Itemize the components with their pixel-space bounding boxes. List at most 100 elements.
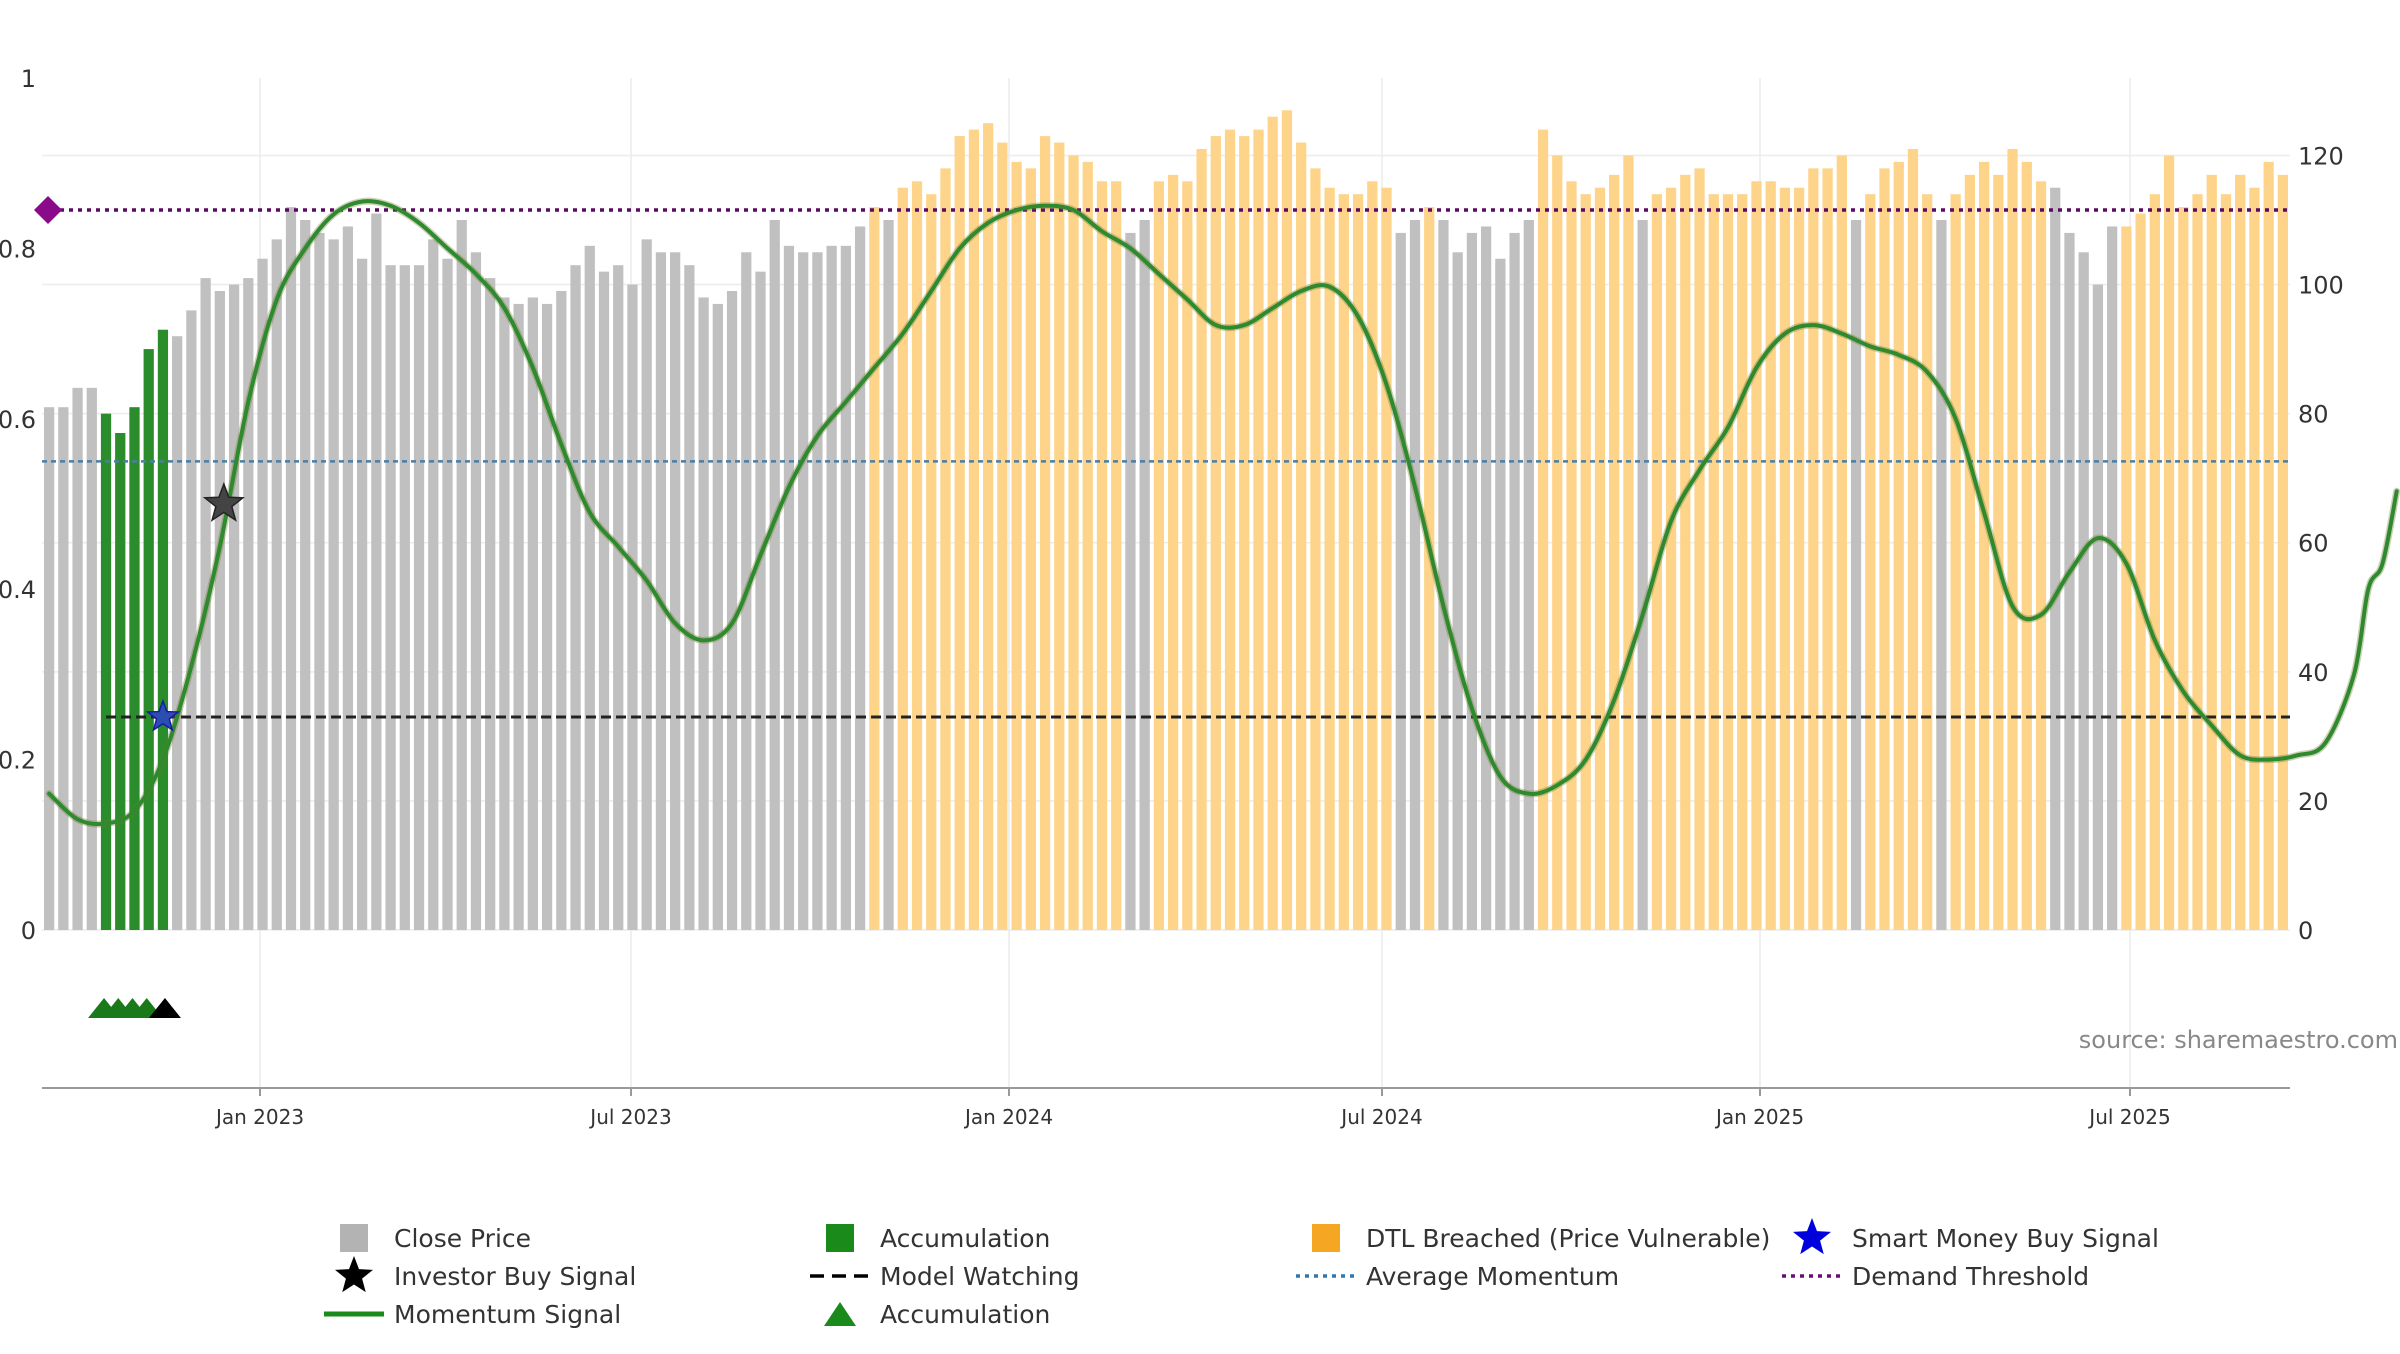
- bar-accumulation: [115, 433, 126, 930]
- legend-label: Accumulation: [880, 1300, 1050, 1329]
- right-tick-label: 100: [2298, 272, 2344, 300]
- legend: Close Price Accumulation DTL Breached (Pri…: [324, 1218, 2159, 1329]
- legend-swatch-star: [334, 1256, 374, 1293]
- bar-dtl: [2007, 149, 2018, 930]
- bar-close: [670, 252, 681, 931]
- bar-dtl: [2135, 213, 2146, 930]
- bar-close: [1452, 252, 1463, 931]
- bar-close: [186, 310, 197, 930]
- bar-dtl: [1950, 194, 1961, 930]
- bar-close: [2050, 187, 2061, 930]
- bar-dtl: [1054, 142, 1065, 930]
- bar-close: [1523, 220, 1534, 930]
- left-tick-label: 0.4: [0, 576, 36, 604]
- source-text: source: sharemaestro.com: [2079, 1026, 2398, 1054]
- bar-close: [314, 232, 325, 931]
- right-tick-label: 60: [2298, 530, 2329, 558]
- bar-close: [556, 291, 567, 930]
- bar-accumulation: [100, 413, 112, 930]
- legend-item: Smart Money Buy Signal: [1792, 1218, 2159, 1255]
- bar-close: [527, 297, 538, 930]
- bar-dtl: [926, 194, 937, 930]
- bar-close: [285, 207, 297, 930]
- legend-item: Close Price: [340, 1224, 531, 1253]
- bar-close: [86, 387, 97, 930]
- bar-dtl: [1011, 161, 1022, 931]
- bar-close: [698, 297, 709, 930]
- bar-close: [357, 258, 368, 930]
- bar-close: [655, 252, 667, 931]
- bar-dtl: [2192, 194, 2203, 930]
- bar-dtl: [1537, 129, 1549, 931]
- bar-close: [485, 278, 496, 930]
- bar-close: [2078, 252, 2089, 931]
- bar-dtl: [2035, 181, 2047, 931]
- bar-dtl: [1210, 136, 1221, 930]
- momentum-layer: [45, 197, 2400, 828]
- bar-dtl: [983, 123, 994, 930]
- bar-close: [2064, 232, 2075, 931]
- bar-close: [58, 407, 69, 930]
- bar-dtl: [1267, 116, 1278, 930]
- bar-dtl: [897, 187, 908, 930]
- bar-dtl: [1893, 161, 1904, 931]
- bar-close: [328, 239, 339, 930]
- bar-dtl: [1566, 181, 1577, 931]
- legend-swatch-square: [340, 1224, 368, 1252]
- bar-dtl: [1153, 181, 1165, 931]
- bar-close: [399, 265, 410, 930]
- bar-close: [627, 284, 638, 931]
- bar-close: [840, 245, 851, 930]
- bar-close: [456, 220, 467, 930]
- bar-dtl: [1822, 168, 1833, 930]
- bar-close: [541, 303, 553, 931]
- reference-lines: [34, 196, 2290, 719]
- bar-dtl: [1580, 194, 1591, 930]
- bar-dtl: [1623, 155, 1634, 931]
- bar-close: [513, 303, 524, 931]
- bar-close: [72, 387, 83, 930]
- bar-dtl: [940, 168, 951, 930]
- legend-item: Model Watching: [810, 1262, 1080, 1291]
- bar-dtl: [1836, 155, 1847, 931]
- bar-dtl: [997, 142, 1008, 930]
- bar-dtl: [1167, 174, 1179, 930]
- bar-close: [584, 245, 595, 930]
- bar-dtl: [1338, 194, 1349, 930]
- bar-close: [598, 271, 610, 930]
- bar-close: [641, 239, 652, 930]
- bar-dtl: [1281, 110, 1293, 931]
- bar-close: [228, 284, 240, 931]
- bar-close: [1481, 226, 1492, 931]
- bar-close: [883, 220, 894, 930]
- bar-close: [1409, 220, 1421, 930]
- bar-dtl: [1765, 181, 1776, 931]
- bar-close: [214, 291, 225, 930]
- bar-close: [570, 265, 581, 930]
- bar-accumulation: [129, 407, 140, 930]
- bar-dtl: [1039, 136, 1051, 930]
- legend-swatch-triangle: [824, 1302, 856, 1326]
- bar-close: [1495, 258, 1506, 930]
- bar-dtl: [2263, 161, 2274, 931]
- bar-close: [43, 407, 55, 930]
- legend-swatch-square: [826, 1224, 854, 1252]
- bar-dtl: [1096, 181, 1108, 931]
- bar-close: [1936, 220, 1947, 930]
- bar-dtl: [2249, 187, 2260, 930]
- legend-label: DTL Breached (Price Vulnerable): [1366, 1224, 1770, 1253]
- bar-accumulation: [157, 329, 169, 930]
- bar-dtl: [1978, 161, 1990, 931]
- bar-close: [1637, 220, 1648, 930]
- legend-swatch-square: [1312, 1224, 1340, 1252]
- bar-close: [726, 291, 738, 930]
- bar-close: [172, 336, 183, 930]
- bar-dtl: [2149, 194, 2160, 930]
- legend-label: Close Price: [394, 1224, 531, 1253]
- bar-dtl: [1879, 168, 1890, 930]
- bar-close: [271, 239, 282, 930]
- bar-dtl: [1424, 207, 1435, 930]
- bar-close: [812, 252, 823, 931]
- bar-dtl: [1779, 187, 1791, 930]
